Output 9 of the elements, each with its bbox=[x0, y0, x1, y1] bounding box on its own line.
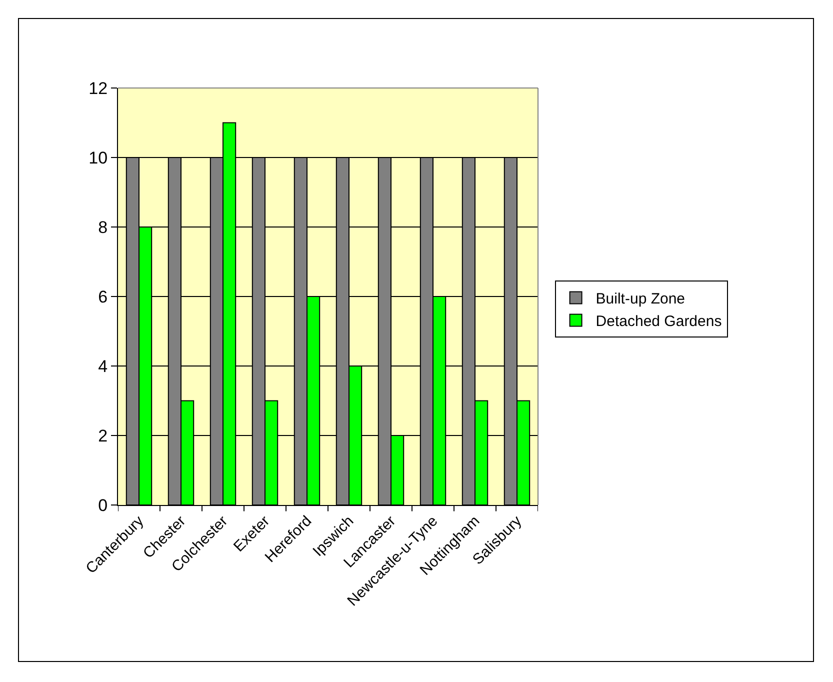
y-tick-label: 10 bbox=[88, 148, 108, 168]
y-tick-label: 6 bbox=[98, 287, 108, 306]
y-tick-label: 2 bbox=[98, 426, 108, 446]
y-tick-label: 4 bbox=[98, 356, 108, 376]
y-tick-label: 12 bbox=[88, 78, 108, 98]
y-tick-label: 8 bbox=[98, 218, 108, 237]
y-tick-label: 0 bbox=[98, 496, 108, 515]
legend-label: Detached Gardens bbox=[596, 313, 722, 330]
legend-label: Built-up Zone bbox=[596, 290, 686, 308]
